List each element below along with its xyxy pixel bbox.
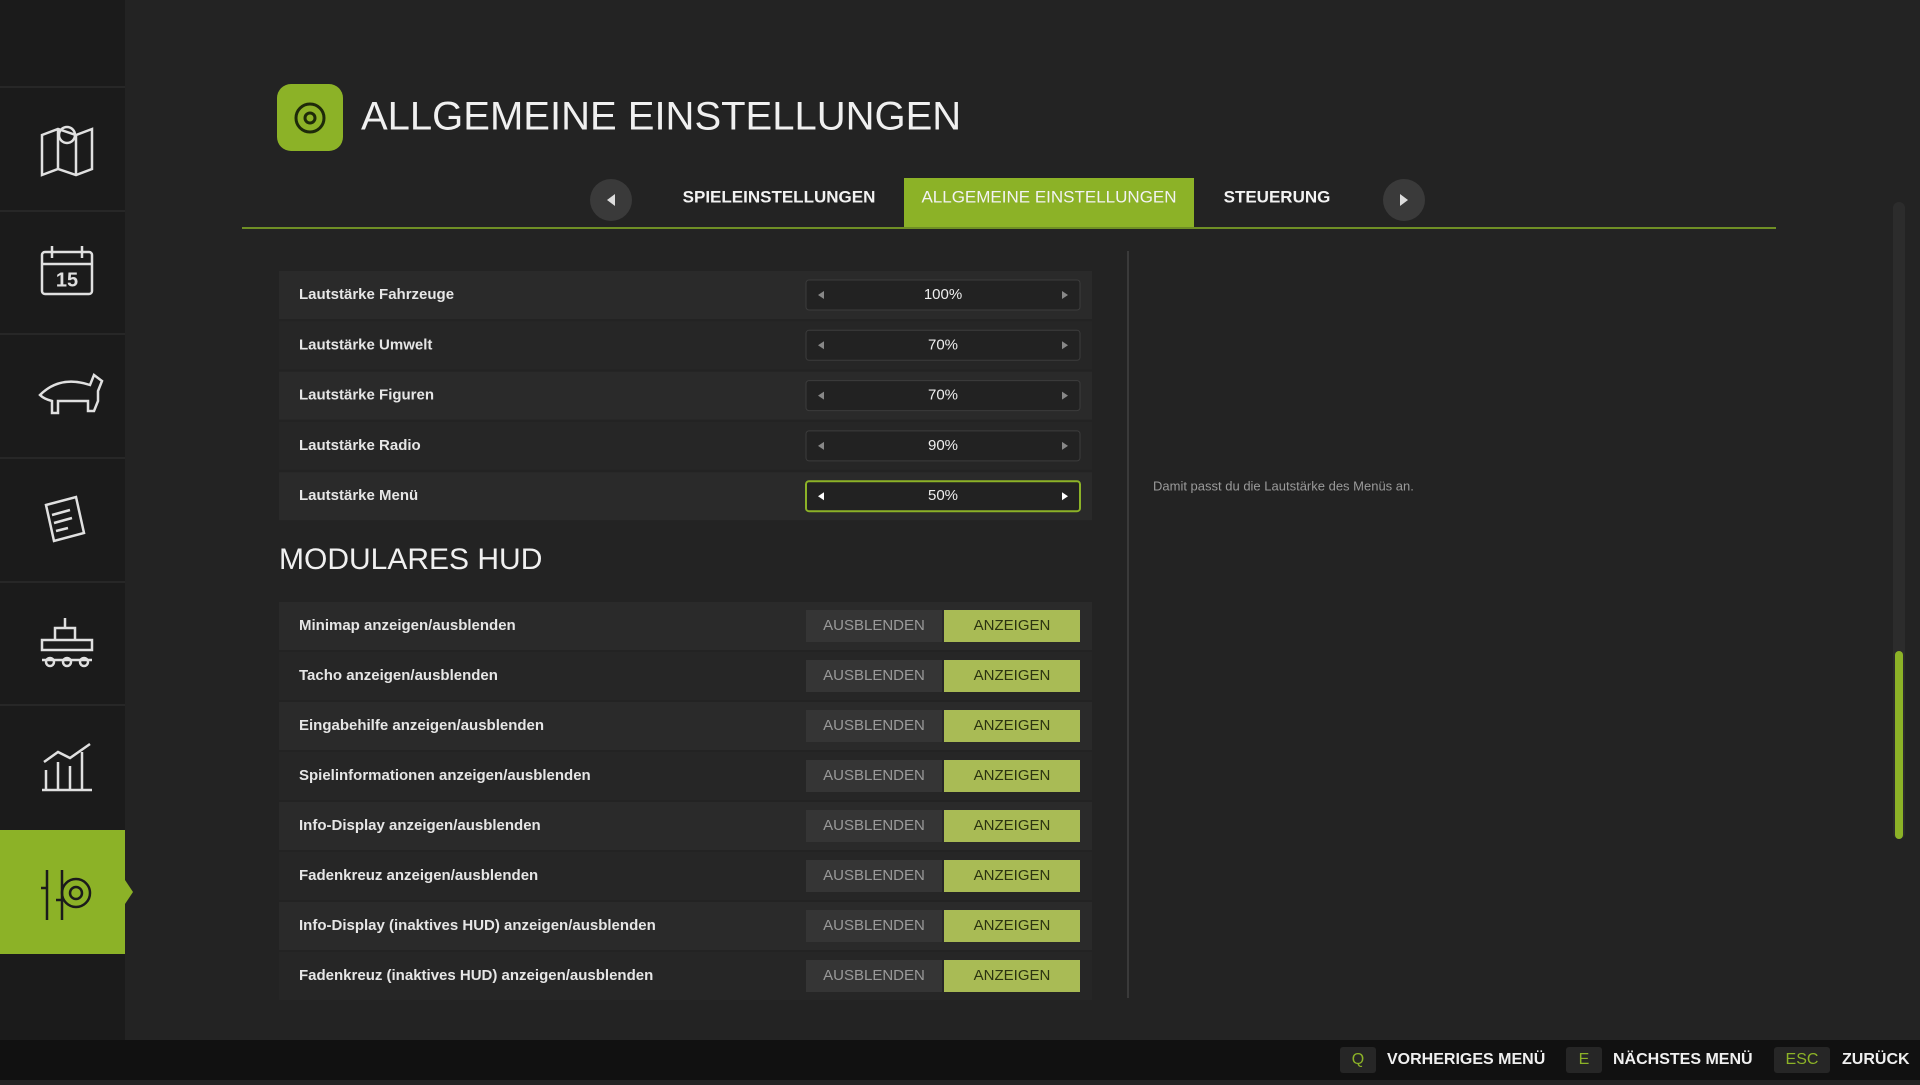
hud-label: Info-Display anzeigen/ausblenden: [299, 817, 541, 834]
show-button[interactable]: [944, 960, 1080, 992]
hud-label: Fadenkreuz anzeigen/ausblenden: [299, 867, 538, 884]
hud-label: Spielinformationen anzeigen/ausblenden: [299, 767, 591, 784]
hide-button[interactable]: [806, 660, 942, 692]
show-label: ANZEIGEN: [974, 717, 1051, 734]
page-title: ALLGEMEINE EINSTELLUNGEN: [361, 95, 961, 139]
setting-label: Lautstärke Umwelt: [299, 336, 432, 353]
show-label: ANZEIGEN: [974, 917, 1051, 934]
key-label: Q: [1352, 1051, 1364, 1068]
setting-value: 70%: [928, 336, 958, 353]
key-badge: [1566, 1047, 1602, 1073]
hud-label: Fadenkreuz (inaktives HUD) anzeigen/ausb…: [299, 967, 653, 984]
show-button[interactable]: [944, 810, 1080, 842]
section-title: MODULARES HUD: [279, 543, 542, 576]
hide-label: AUSBLENDEN: [823, 767, 925, 784]
svg-text:15: 15: [56, 269, 78, 291]
value-box[interactable]: [805, 279, 1081, 311]
show-button[interactable]: [944, 860, 1080, 892]
show-label: ANZEIGEN: [974, 767, 1051, 784]
show-label: ANZEIGEN: [974, 667, 1051, 684]
description: Damit passt du die Lautstärke des Menüs …: [1153, 478, 1414, 493]
hide-label: AUSBLENDEN: [823, 617, 925, 634]
show-label: ANZEIGEN: [974, 867, 1051, 884]
value-left[interactable]: [818, 291, 824, 299]
hud-label: Eingabehilfe anzeigen/ausblenden: [299, 717, 544, 734]
value-right[interactable]: [1062, 391, 1068, 400]
show-button[interactable]: [944, 710, 1080, 742]
value-right[interactable]: [1062, 291, 1068, 299]
tab-label[interactable]: SPIELEINSTELLUNGEN: [683, 187, 876, 206]
value-right[interactable]: [1062, 341, 1068, 350]
setting-label: Lautstärke Figuren: [299, 387, 434, 404]
hide-button[interactable]: [806, 810, 942, 842]
setting-value: 90%: [928, 437, 958, 454]
hide-label: AUSBLENDEN: [823, 967, 925, 984]
show-label: ANZEIGEN: [974, 617, 1051, 634]
value-left[interactable]: [818, 391, 824, 400]
hide-label: AUSBLENDEN: [823, 667, 925, 684]
hud-label: Minimap anzeigen/ausblenden: [299, 617, 516, 634]
hud-label: Info-Display (inaktives HUD) anzeigen/au…: [299, 917, 656, 934]
hide-button[interactable]: [806, 960, 942, 992]
value-right[interactable]: [1062, 441, 1068, 450]
value-box[interactable]: [805, 430, 1081, 462]
key-label: ESC: [1786, 1051, 1819, 1068]
setting-label: Lautstärke Radio: [299, 437, 421, 454]
sidebar-separators: [0, 86, 125, 706]
active-tab[interactable]: [904, 178, 1194, 227]
hide-label: AUSBLENDEN: [823, 867, 925, 884]
value-box[interactable]: [805, 380, 1081, 412]
gear-core: [303, 111, 317, 125]
footer-action[interactable]: NÄCHSTES MENÜ: [1613, 1049, 1753, 1068]
setting-value: 100%: [924, 286, 962, 303]
hud-label: Tacho anzeigen/ausblenden: [299, 667, 498, 684]
show-button[interactable]: [944, 660, 1080, 692]
key-badge: [1774, 1047, 1830, 1073]
hide-label: AUSBLENDEN: [823, 717, 925, 734]
show-label: ANZEIGEN: [974, 967, 1051, 984]
hide-button[interactable]: [806, 610, 942, 642]
tab-label[interactable]: STEUERUNG: [1224, 187, 1331, 206]
tab-next-arrow: [1400, 194, 1408, 206]
header-icon: [277, 84, 343, 151]
hide-button[interactable]: [806, 710, 942, 742]
tab-label[interactable]: ALLGEMEINE EINSTELLUNGEN: [921, 187, 1176, 206]
hide-label: AUSBLENDEN: [823, 817, 925, 834]
sidebar-icons: 15: [38, 125, 104, 920]
value-box[interactable]: [805, 329, 1081, 361]
scrollbar-thumb[interactable]: [1895, 651, 1903, 839]
value-right[interactable]: [1062, 492, 1068, 501]
setting-label: Lautstärke Menü: [299, 487, 418, 504]
value-left[interactable]: [818, 341, 824, 350]
hide-button[interactable]: [806, 860, 942, 892]
hide-label: AUSBLENDEN: [823, 917, 925, 934]
hide-button[interactable]: [806, 910, 942, 942]
footer-action[interactable]: ZURÜCK: [1842, 1049, 1910, 1068]
key-label: E: [1579, 1051, 1590, 1068]
setting-value: 70%: [928, 387, 958, 404]
footer-action[interactable]: VORHERIGES MENÜ: [1387, 1049, 1545, 1068]
tab-prev-arrow: [607, 194, 615, 206]
setting-value: 50%: [928, 487, 958, 504]
sidebar-pointer: [125, 880, 133, 904]
value-left[interactable]: [818, 441, 824, 450]
show-button[interactable]: [944, 610, 1080, 642]
show-button[interactable]: [944, 760, 1080, 792]
value-left[interactable]: [818, 492, 824, 501]
show-button[interactable]: [944, 910, 1080, 942]
gear-icon: [294, 102, 326, 134]
key-badge: [1340, 1047, 1376, 1073]
value-box[interactable]: [805, 480, 1081, 513]
setting-label: Lautstärke Fahrzeuge: [299, 286, 454, 303]
show-label: ANZEIGEN: [974, 817, 1051, 834]
hide-button[interactable]: [806, 760, 942, 792]
